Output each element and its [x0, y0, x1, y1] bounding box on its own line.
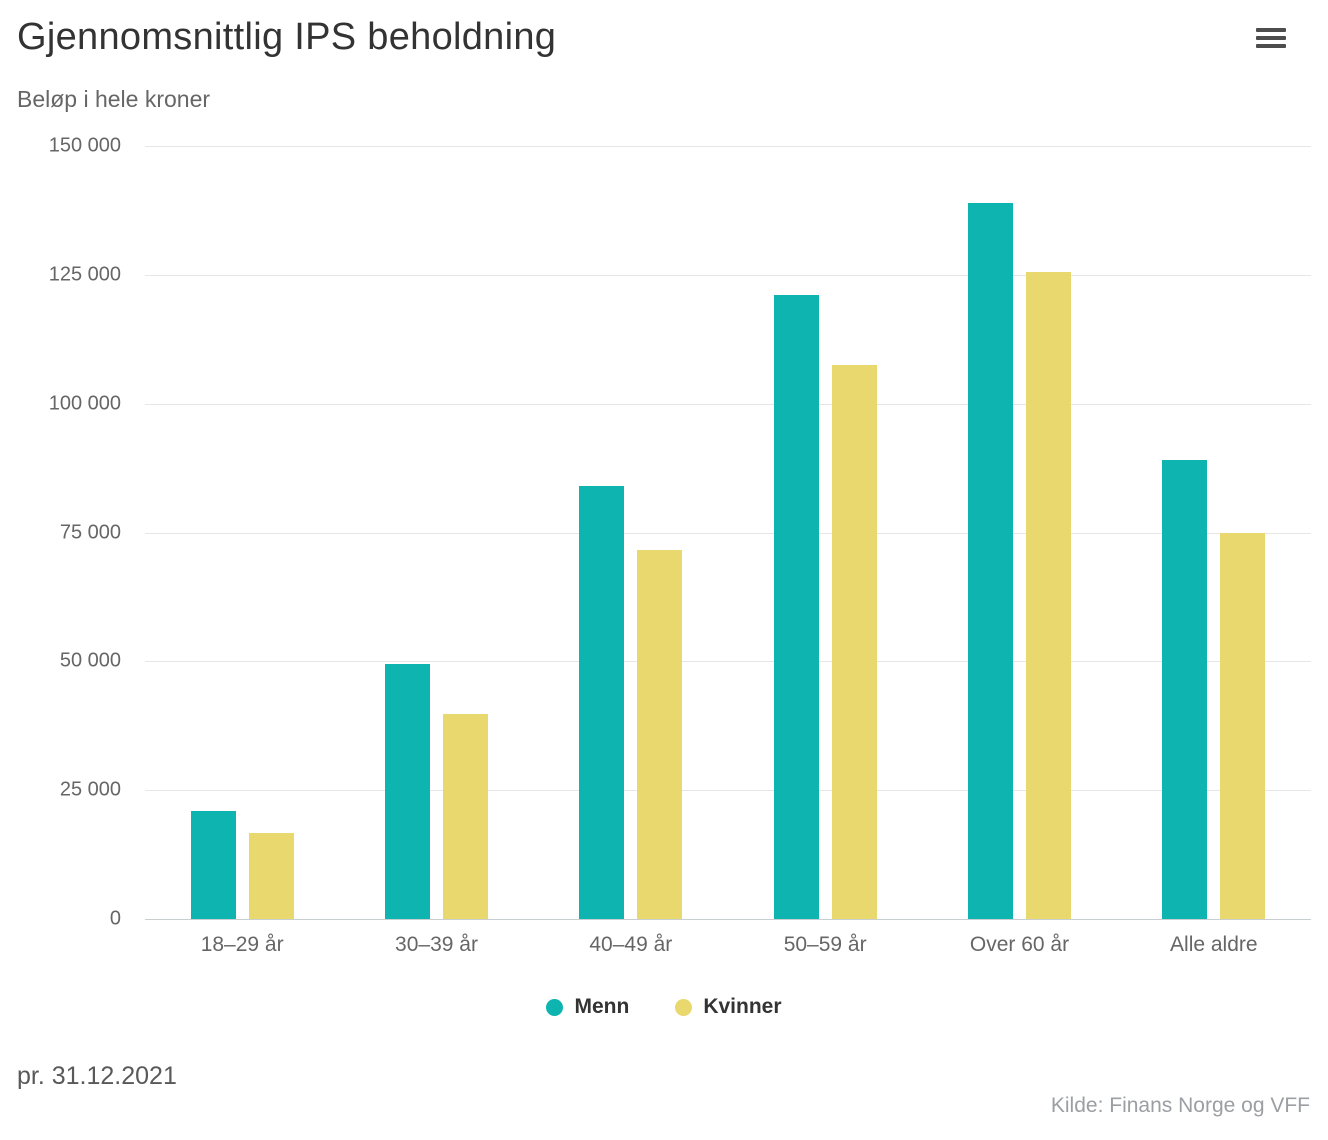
x-axis-tick-label: Alle aldre: [1170, 933, 1258, 956]
bar-menn-18-29-år[interactable]: [190, 810, 236, 919]
y-axis-tick-label: 100 000: [48, 392, 121, 415]
bar-group-18-29-år: [145, 146, 339, 919]
y-axis-tick-label: 0: [109, 907, 121, 930]
bar-group-50-59-år: [728, 146, 922, 919]
gridline: [145, 790, 1311, 792]
bar-menn-over-60-år[interactable]: [967, 202, 1013, 919]
x-axis-tick-label: 18–29 år: [200, 933, 284, 956]
gridline: [145, 146, 1311, 147]
y-axis-tick-label: 150 000: [48, 134, 121, 157]
bar-kvinner-40-49-år[interactable]: [637, 549, 683, 919]
gridline: [145, 661, 1311, 663]
x-axis-tick-label: 40–49 år: [589, 933, 673, 956]
bar-group-over-60-år: [922, 146, 1116, 919]
bar-menn-alle-aldre[interactable]: [1162, 460, 1208, 919]
bar-kvinner-50-59-år[interactable]: [831, 365, 877, 919]
bar-group-alle-aldre: [1117, 146, 1311, 919]
y-axis-tick-label: 25 000: [59, 778, 121, 801]
chart-context-menu-button[interactable]: [1250, 20, 1294, 56]
bar-kvinner-30-39-år[interactable]: [442, 714, 488, 919]
gridline: [145, 403, 1311, 405]
gridline: [145, 532, 1311, 534]
x-axis-tick-label: 30–39 år: [395, 933, 478, 956]
footnote-date: pr. 31.12.2021: [17, 1062, 177, 1090]
legend-label-kvinner: Kvinner: [703, 995, 782, 1018]
legend-marker-kvinner-icon: [675, 998, 693, 1016]
bar-kvinner-over-60-år[interactable]: [1025, 272, 1071, 919]
chart-subtitle: Beløp i hele kroner: [17, 86, 211, 112]
legend-marker-menn-icon: [546, 998, 564, 1016]
bar-kvinner-18-29-år[interactable]: [248, 832, 294, 919]
gridline: [145, 274, 1311, 276]
x-axis-line: [145, 919, 1311, 920]
y-axis-tick-label: 125 000: [48, 263, 121, 286]
plot-area: 150 000 125 000 100 000 75 000 50 000 25 000 0…: [49, 135, 1311, 956]
legend: Menn Kvinner: [0, 995, 1328, 1019]
legend-item-menn[interactable]: Menn: [546, 995, 629, 1019]
bar-group-30-39-år: [339, 146, 533, 919]
chart-title: Gjennomsnittlig IPS beholdning: [17, 16, 557, 58]
x-axis-tick-label: 50–59 år: [783, 933, 867, 956]
footnote-source: Kilde: Finans Norge og VFF: [1050, 1094, 1310, 1117]
y-axis-tick-label: 50 000: [59, 649, 121, 672]
bar-menn-50-59-år[interactable]: [773, 295, 819, 919]
bar-group-40-49-år: [534, 146, 728, 919]
legend-item-kvinner[interactable]: Kvinner: [675, 995, 782, 1019]
y-axis-tick-label: 75 000: [59, 521, 121, 543]
x-axis-tick-label: Over 60 år: [969, 933, 1070, 956]
bar-kvinner-alle-aldre[interactable]: [1220, 532, 1266, 919]
bar-menn-30-39-år[interactable]: [384, 663, 430, 919]
bar-menn-40-49-år[interactable]: [579, 486, 625, 919]
hamburger-menu-icon: [1256, 28, 1288, 48]
legend-label-menn: Menn: [574, 995, 630, 1018]
